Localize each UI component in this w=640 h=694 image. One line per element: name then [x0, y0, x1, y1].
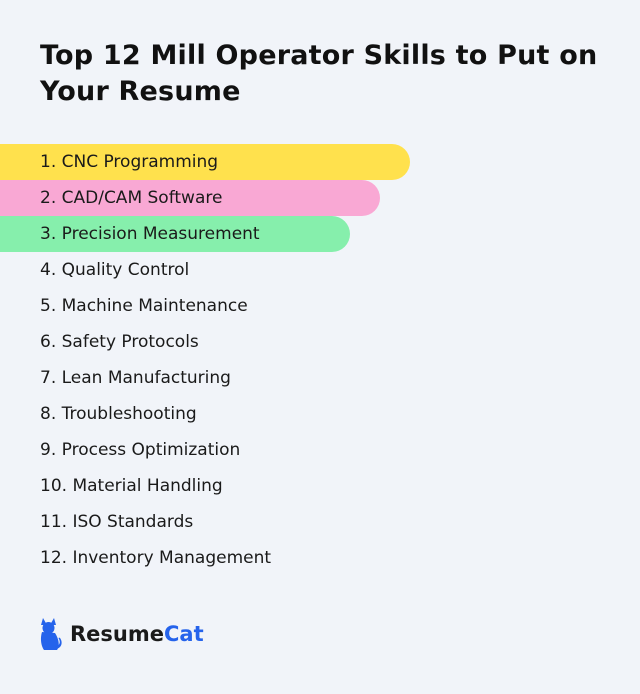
skill-item-6: 6. Safety Protocols	[40, 332, 199, 352]
skill-item-4: 4. Quality Control	[40, 260, 190, 280]
page-title: Top 12 Mill Operator Skills to Put on Yo…	[40, 40, 598, 107]
resumecat-logo: ResumeCat	[38, 614, 204, 654]
skill-item-2: 2. CAD/CAM Software	[0, 180, 380, 216]
brand-name: ResumeCat	[70, 622, 204, 646]
brand-name-part2: Cat	[164, 622, 204, 646]
skill-item-8: 8. Troubleshooting	[40, 404, 197, 424]
brand-name-part1: Resume	[70, 622, 164, 646]
cat-icon	[40, 618, 62, 650]
skill-item-11: 11. ISO Standards	[40, 512, 194, 532]
skill-item-10: 10. Material Handling	[40, 476, 223, 496]
skill-item-12: 12. Inventory Management	[40, 548, 272, 568]
skill-item-9: 9. Process Optimization	[40, 440, 241, 460]
skill-item-7: 7. Lean Manufacturing	[40, 368, 231, 388]
skill-item-1: 1. CNC Programming	[0, 144, 410, 180]
skill-item-5: 5. Machine Maintenance	[40, 296, 248, 316]
skill-item-3: 3. Precision Measurement	[0, 216, 350, 252]
skills-list: 1. CNC Programming 2. CAD/CAM Software 3…	[0, 144, 640, 576]
